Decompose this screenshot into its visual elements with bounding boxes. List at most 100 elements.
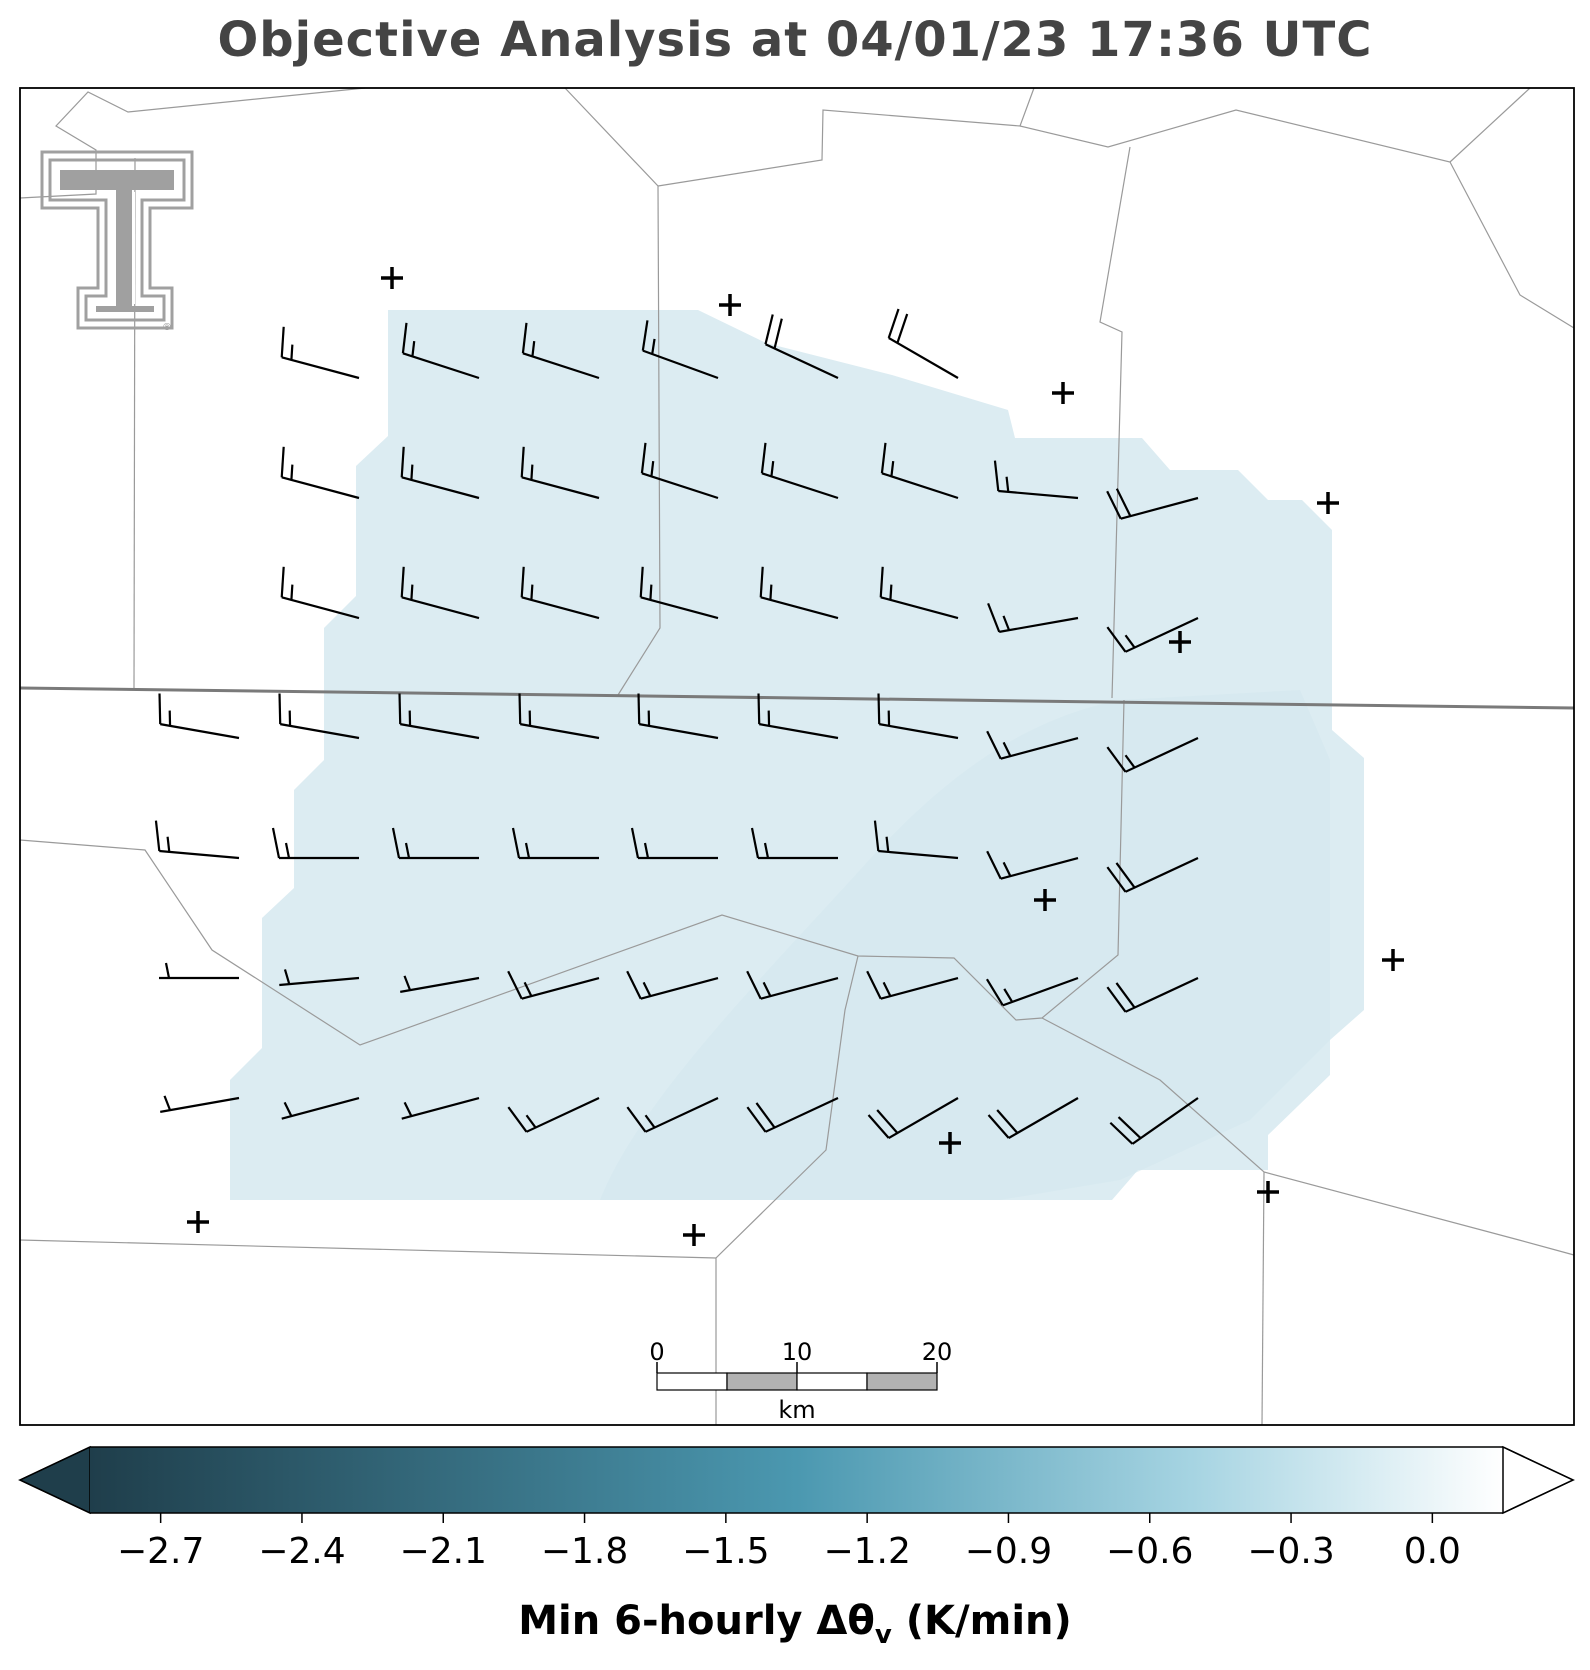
analysis-map: ® 0 10 20 km [19,87,1575,1426]
logo-icon: ® [40,150,194,333]
wind-barb [879,566,959,620]
station-marker [1052,382,1074,404]
wind-barb [279,969,360,987]
wind-barb [400,975,480,993]
colorbar-label: Min 6-hourly Δθv (K/min) [0,1598,1590,1650]
wind-barb [626,1097,719,1133]
wind-barb [280,326,360,380]
wind-barb [160,1095,240,1113]
map-frame [19,87,1575,1426]
colorbar-label-subscript: v [874,1620,892,1650]
wind-barb [159,962,239,980]
colorbar-tick-label: −0.6 [1106,1531,1193,1572]
wind-barb [398,693,480,740]
station-marker [1382,949,1404,971]
wind-barb [391,827,479,860]
wind-barb [1109,1097,1199,1145]
observation-stations [187,267,1404,1246]
wind-barb [637,693,719,740]
colorbar-label-units: (K/min) [891,1598,1072,1644]
wind-barb [518,693,600,740]
wind-barb [880,442,959,500]
colorbar-body [90,1447,1503,1513]
wind-barb [986,730,1079,760]
wind-barb [986,850,1079,880]
wind-barb [764,314,839,379]
wind-barb [873,820,959,860]
wind-barb [278,693,360,740]
wind-barb [759,566,839,620]
wind-barb [1106,857,1199,893]
wind-barb [520,566,600,620]
map-title: Objective Analysis at 04/01/23 17:36 UTC [217,12,1373,68]
wind-barb [1106,488,1199,520]
logo-registered-mark: ® [162,322,172,333]
wind-barb [520,446,600,500]
wind-barb [280,446,360,500]
colorbar-tick-label: 0.0 [1404,1531,1461,1572]
wind-barb [746,970,839,1000]
wind-barb [400,446,480,500]
wind-barb [877,693,959,740]
wind-barb [866,970,959,1000]
state-border [19,686,1575,710]
scale-bar-segment [656,1372,728,1391]
colorbar-tick-label: −1.2 [823,1531,910,1572]
colorbar-tick-label: −1.5 [682,1531,769,1572]
wind-barb [626,970,719,1000]
wind-barb [154,820,240,860]
wind-barb [401,322,480,380]
wind-barb [271,827,359,860]
wind-barb [985,976,1079,1007]
colorbar-label-text: Min 6-hourly Δθ [518,1598,875,1644]
field-inner-shade [600,690,1330,1200]
wind-barb [757,693,839,740]
station-marker [1317,492,1339,514]
wind-barb [401,1096,480,1120]
wind-barb [750,827,838,860]
scale-label-20: 20 [922,1338,953,1366]
wind-barb [640,442,719,500]
colorbar-tick-label: −2.1 [400,1531,487,1572]
wind-barb [630,827,718,860]
wind-barb [280,566,360,620]
wind-barb [511,827,599,860]
scale-label-10: 10 [782,1338,813,1366]
station-marker [187,1211,209,1233]
station-marker [1257,1181,1279,1203]
wind-barb [521,322,600,380]
colorbar-tick-label: −2.4 [258,1531,345,1572]
county-lines [19,87,1575,1426]
wind-barb [641,320,719,380]
wind-barb [746,1097,839,1133]
colorbar-tick-label: −2.7 [117,1531,204,1572]
scale-bar-segment [726,1372,798,1391]
wind-barb [987,602,1079,633]
scale-unit: km [778,1396,815,1424]
station-marker [719,294,741,316]
wind-barb [158,693,240,740]
scale-bar-segment [796,1372,868,1391]
wind-barb [507,1097,600,1133]
station-marker [1169,631,1191,653]
wind-barb [1106,617,1199,653]
station-marker [683,1224,705,1246]
wind-barb [400,566,480,620]
colorbar-tick-label: −1.8 [541,1531,628,1572]
colorbar-extend-high [1502,1445,1575,1515]
wind-barb [1106,737,1199,773]
colorbar-tick-label: −0.9 [965,1531,1052,1572]
wind-barb [507,970,600,1000]
scale-bar: 0 10 20 km [649,1338,952,1424]
wind-barb [987,1097,1079,1139]
station-marker [939,1132,961,1154]
scale-bar-segment [866,1372,938,1391]
wind-barb [760,442,839,500]
wind-barbs [154,308,1199,1145]
colorbar-tick-label: −0.3 [1247,1531,1334,1572]
wind-barb [1106,977,1199,1013]
wind-barb [887,308,959,379]
colorbar-extend-low [18,1445,91,1515]
wind-barb [639,566,719,620]
wind-barb [993,460,1079,500]
